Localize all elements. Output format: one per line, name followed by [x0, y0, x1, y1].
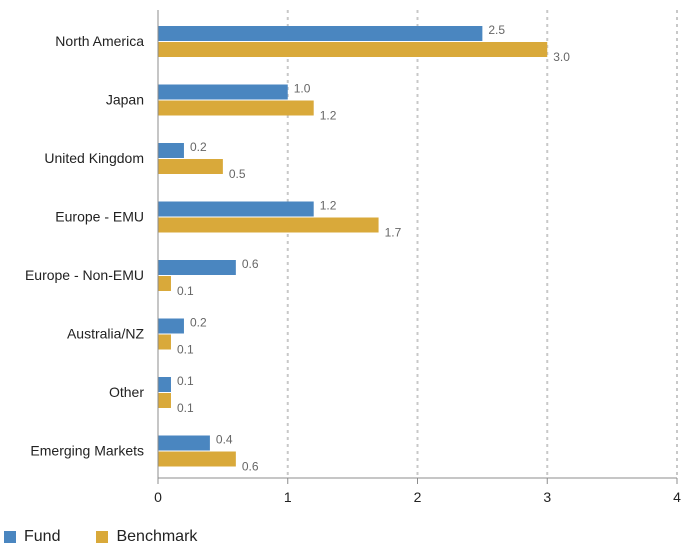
bar-benchmark-japan [158, 100, 314, 116]
bar-benchmark-europe-emu [158, 217, 379, 233]
data-label-fund-australia-nz: 0.2 [190, 316, 207, 330]
bar-fund-united-kingdom [158, 143, 184, 158]
category-label-north-america: North America [55, 33, 144, 49]
bar-fund-emerging-markets [158, 435, 210, 451]
category-label-europe-emu: Europe - EMU [55, 209, 144, 225]
tick-label-x-2: 2 [414, 489, 422, 505]
legend-swatch-benchmark [96, 531, 109, 543]
data-label-fund-other: 0.1 [177, 374, 194, 388]
data-label-benchmark-europe-non-emu: 0.1 [177, 284, 194, 298]
labels: 0 1 2 3 4 North America 2.5 3.0 Japan 1.0 1.2 Unite… [25, 23, 681, 505]
data-label-benchmark-north-america: 3.0 [553, 50, 570, 64]
category-label-emerging-markets: Emerging Markets [30, 443, 144, 459]
bars [158, 26, 548, 467]
legend-label-fund: Fund [24, 528, 61, 545]
data-label-fund-japan: 1.0 [294, 82, 311, 96]
bar-benchmark-europe-non-emu [158, 276, 171, 291]
bar-chart: 0 1 2 3 4 North America 2.5 3.0 Japan 1.0 1.2 Unite… [25, 10, 681, 505]
gridlines [157, 10, 678, 484]
category-label-europe-non-emu: Europe - Non-EMU [25, 267, 144, 283]
tick-label-x-3: 3 [543, 489, 551, 505]
category-label-other: Other [109, 384, 144, 400]
bar-benchmark-other [158, 393, 171, 408]
data-label-benchmark-united-kingdom: 0.5 [229, 167, 246, 181]
bar-benchmark-united-kingdom [158, 159, 223, 174]
data-label-benchmark-europe-emu: 1.7 [385, 226, 402, 240]
tick-label-x-4: 4 [673, 489, 681, 505]
bar-fund-europe-non-emu [158, 260, 236, 275]
category-label-japan: Japan [106, 92, 144, 108]
bar-benchmark-emerging-markets [158, 451, 236, 467]
bar-fund-other [158, 377, 171, 392]
data-label-benchmark-emerging-markets: 0.6 [242, 460, 259, 474]
data-label-benchmark-japan: 1.2 [320, 109, 337, 123]
legend-item-benchmark: Benchmark [96, 528, 197, 546]
bar-fund-australia-nz [158, 318, 184, 334]
data-label-fund-europe-non-emu: 0.6 [242, 257, 259, 271]
legend: Fund Benchmark [4, 528, 233, 546]
tick-label-x-1: 1 [284, 489, 292, 505]
data-label-fund-emerging-markets: 0.4 [216, 433, 233, 447]
tick-label-x-0: 0 [154, 489, 162, 505]
legend-label-benchmark: Benchmark [116, 528, 198, 545]
bar-benchmark-australia-nz [158, 334, 171, 350]
category-label-united-kingdom: United Kingdom [44, 150, 144, 166]
legend-item-fund: Fund [4, 528, 60, 546]
data-label-fund-north-america: 2.5 [488, 23, 505, 37]
bar-fund-europe-emu [158, 201, 314, 217]
bar-benchmark-north-america [158, 42, 548, 57]
data-label-benchmark-australia-nz: 0.1 [177, 343, 194, 357]
data-label-benchmark-other: 0.1 [177, 401, 194, 415]
category-label-australia-nz: Australia/NZ [67, 326, 144, 342]
legend-swatch-fund [4, 531, 16, 543]
data-label-fund-europe-emu: 1.2 [320, 199, 337, 213]
data-label-fund-united-kingdom: 0.2 [190, 140, 207, 154]
bar-fund-japan [158, 84, 288, 100]
bar-fund-north-america [158, 26, 483, 41]
